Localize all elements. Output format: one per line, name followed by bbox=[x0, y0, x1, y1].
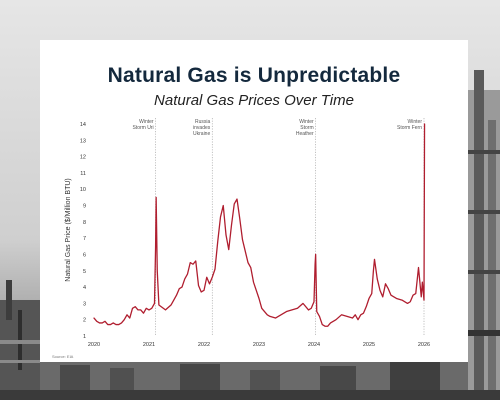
annotation-label-4-line-2: Storm Fern bbox=[397, 125, 422, 131]
y-tick-label-3: 3 bbox=[83, 301, 86, 307]
y-tick-label-9: 9 bbox=[83, 204, 86, 210]
x-tick-label-2020: 2020 bbox=[88, 342, 100, 348]
x-tick-label-2022: 2022 bbox=[198, 342, 210, 348]
chart-title: Natural Gas is Unpredictable bbox=[107, 64, 401, 87]
annotation-label-3-line-1: Winter bbox=[299, 119, 314, 125]
x-tick-label-2023: 2023 bbox=[253, 342, 265, 348]
chart-card: Natural Gas is Unpredictable Natural Gas… bbox=[40, 40, 468, 362]
annotation-label-2-line-3: Ukraine bbox=[193, 131, 210, 137]
x-tick-label-2024: 2024 bbox=[308, 342, 320, 348]
x-tick-label-2021: 2021 bbox=[143, 342, 155, 348]
price-series-line bbox=[93, 123, 426, 327]
source-note: Source: EIA bbox=[52, 354, 74, 359]
y-tick-label-6: 6 bbox=[83, 252, 86, 258]
y-tick-label-5: 5 bbox=[83, 269, 86, 275]
y-tick-label-2: 2 bbox=[83, 318, 86, 324]
y-tick-label-13: 13 bbox=[80, 138, 86, 144]
y-tick-label-4: 4 bbox=[83, 285, 86, 291]
annotation-label-1-line-2: Storm Uri bbox=[132, 125, 153, 131]
y-tick-label-7: 7 bbox=[83, 236, 86, 242]
y-axis-label: Natural Gas Price ($/Million BTU) bbox=[65, 178, 72, 281]
annotation-label-2-line-1: Russia bbox=[195, 119, 211, 125]
y-tick-label-11: 11 bbox=[80, 171, 86, 177]
x-tick-label-2026: 2026 bbox=[418, 342, 430, 348]
y-tick-label-14: 14 bbox=[80, 122, 86, 128]
y-tick-label-1: 1 bbox=[83, 334, 86, 340]
y-tick-label-8: 8 bbox=[83, 220, 86, 226]
annotation-label-2-line-2: invades bbox=[193, 125, 211, 131]
annotation-label-3-line-3: Heather bbox=[296, 131, 314, 137]
y-tick-label-12: 12 bbox=[80, 155, 86, 161]
annotation-label-4-line-1: Winter bbox=[408, 119, 423, 125]
annotation-label-1-line-1: Winter bbox=[139, 119, 154, 125]
x-tick-label-2025: 2025 bbox=[363, 342, 375, 348]
y-tick-label-10: 10 bbox=[80, 187, 86, 193]
chart-subtitle: Natural Gas Prices Over Time bbox=[154, 92, 354, 109]
annotation-label-3-line-2: Storm bbox=[300, 125, 313, 131]
